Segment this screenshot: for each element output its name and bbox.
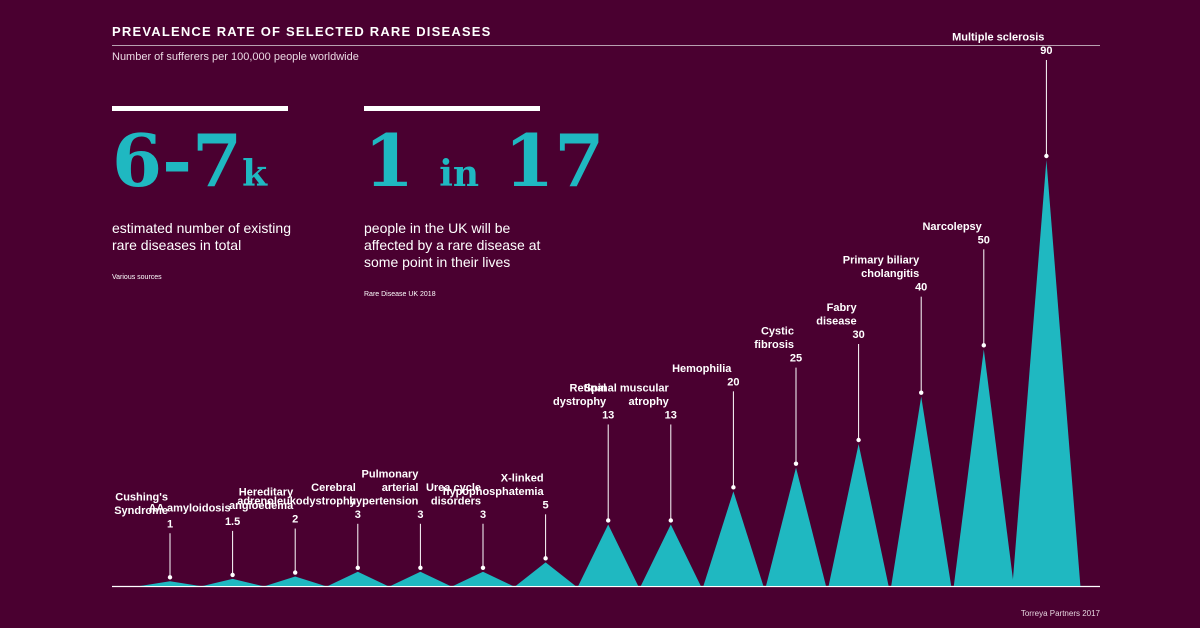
- stat-source: Various sources: [112, 274, 162, 281]
- disease-label: adrenoleukodystrophy: [237, 495, 356, 507]
- disease-label: disease: [816, 316, 856, 328]
- disease-label: Spinal muscular: [584, 382, 670, 394]
- disease-label: angioedema: [229, 500, 294, 512]
- disease-label: disorders: [431, 495, 481, 507]
- label-leader-dot: [293, 570, 298, 575]
- value-label: 30: [852, 329, 864, 341]
- stat-uk-affected: 1 in 17 people in the UK will be affecte…: [364, 106, 605, 298]
- disease-label: Fabry: [827, 302, 858, 314]
- disease-label: Cystic: [761, 326, 794, 338]
- value-label: 50: [978, 234, 990, 246]
- disease-label: arterial: [382, 482, 419, 494]
- label-leader-dot: [543, 556, 548, 561]
- disease-label: Multiple sclerosis: [952, 32, 1044, 44]
- prevalence-peak: [327, 571, 388, 586]
- prevalence-peak: [640, 524, 701, 586]
- disease-label: Syndrome: [114, 505, 168, 517]
- disease-label: Hereditary: [239, 487, 294, 499]
- disease-label: AA amyloidosis: [148, 502, 230, 514]
- prevalence-peak: [140, 581, 200, 586]
- value-label: 25: [790, 353, 802, 365]
- footer-credit: Torreya Partners 2017: [1020, 609, 1100, 618]
- label-leader-dot: [919, 390, 924, 395]
- disease-label: Pulmonary: [362, 468, 420, 480]
- stat-rare-diseases: 6-7k estimated number of existing rare d…: [112, 106, 332, 281]
- title-divider: [112, 45, 1100, 46]
- disease-label: cholangitis: [861, 268, 919, 280]
- prevalence-peak: [265, 576, 326, 586]
- prevalence-peak: [578, 524, 639, 586]
- label-leader-dot: [230, 572, 235, 578]
- prevalence-peak: [703, 491, 764, 586]
- value-label: 2: [292, 514, 298, 526]
- label-leader-dot: [167, 575, 173, 580]
- prevalence-peak: [453, 571, 513, 586]
- disease-label: Narcolepsy: [922, 221, 982, 233]
- label-leader-dot: [981, 343, 986, 348]
- label-leader-dot: [355, 565, 360, 570]
- stat-description: people in the UK will be affected by a r…: [364, 220, 541, 270]
- label-leader-dot: [793, 461, 799, 466]
- value-label: 13: [602, 409, 614, 421]
- prevalence-peak: [390, 571, 451, 586]
- label-leader-dot: [856, 437, 861, 443]
- disease-label: fibrosis: [754, 339, 794, 351]
- disease-label: Hemophilia: [672, 363, 732, 375]
- value-label: 5: [543, 499, 549, 511]
- stat-bar: [364, 106, 540, 111]
- value-label: 1.5: [225, 516, 240, 528]
- disease-label: hypophosphatemia: [443, 486, 545, 498]
- disease-label: atrophy: [628, 396, 669, 408]
- prevalence-peak: [766, 467, 826, 586]
- stat-source: Rare Disease UK 2018: [364, 291, 436, 298]
- value-label: 3: [480, 509, 486, 521]
- prevalence-peak: [891, 396, 952, 586]
- stat-description: estimated number of existing rare diseas…: [112, 220, 291, 253]
- label-leader-dot: [418, 565, 423, 570]
- stat-big-number: 6-7k: [112, 118, 268, 203]
- disease-label: dystrophy: [553, 396, 607, 408]
- label-leader-dot: [606, 518, 611, 523]
- value-label: 20: [727, 376, 739, 388]
- prevalence-peak: [1012, 160, 1081, 586]
- value-label: 13: [665, 409, 677, 421]
- stat-bar: [112, 106, 288, 111]
- disease-label: Cerebral: [311, 482, 356, 494]
- disease-label: Primary biliary: [843, 255, 920, 267]
- prevalence-peak: [828, 444, 889, 586]
- label-leader-dot: [480, 565, 486, 570]
- prevalence-peak: [515, 562, 576, 586]
- value-label: 3: [355, 509, 361, 521]
- stat-big-number: 1 in 17: [364, 118, 605, 203]
- disease-label: Urea cycle: [426, 482, 481, 494]
- value-label: 90: [1040, 45, 1052, 57]
- page-subtitle: Number of sufferers per 100,000 people w…: [112, 51, 359, 63]
- value-label: 40: [915, 282, 927, 294]
- disease-label: Retinal: [570, 382, 607, 394]
- value-label: 1: [167, 518, 173, 530]
- page-title: PREVALENCE RATE OF SELECTED RARE DISEASE…: [112, 24, 492, 39]
- disease-label: hypertension: [349, 495, 418, 507]
- value-label: 3: [417, 509, 423, 521]
- label-leader-dot: [668, 518, 673, 523]
- prevalence-peak: [202, 578, 263, 586]
- label-leader-dot: [731, 485, 736, 490]
- disease-label: X-linked: [501, 472, 544, 484]
- label-leader-dot: [1044, 153, 1049, 159]
- prevalence-peak: [953, 349, 1014, 586]
- disease-label: Cushing's: [115, 491, 168, 503]
